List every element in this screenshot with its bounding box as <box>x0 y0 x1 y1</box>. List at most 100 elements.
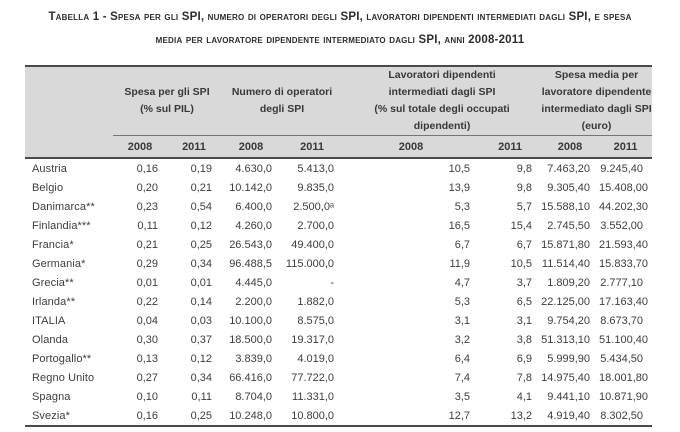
value-cell: 2.500,0ᵃ <box>281 197 344 216</box>
value-cell: 6.400,0 <box>221 197 282 216</box>
value-cell: 7,4 <box>343 368 480 387</box>
value-cell: 96.488,5 <box>221 254 282 273</box>
country-cell: Irlanda** <box>25 292 113 311</box>
value-cell: 6,9 <box>479 349 542 368</box>
value-cell: 18.500,0 <box>221 330 282 349</box>
value-cell: 0,29 <box>113 254 167 273</box>
country-cell: Finlandia*** <box>25 216 113 235</box>
country-cell: Belgio <box>25 178 113 197</box>
country-cell: Germania* <box>25 254 113 273</box>
value-cell: 0,12 <box>167 216 222 235</box>
country-cell: Danimarca** <box>25 197 113 216</box>
value-cell: 13,9 <box>343 178 480 197</box>
value-cell: 19.317,0 <box>281 330 344 349</box>
value-cell: 2.745,50 <box>541 216 600 235</box>
country-cell: Portogallo** <box>25 349 113 368</box>
value-cell: 0,21 <box>167 178 222 197</box>
value-cell: 4.019,0 <box>281 349 344 368</box>
corner-cell <box>25 66 113 159</box>
table-row: Spagna 0,10 0,11 8.704,0 11.331,0 3,5 4,… <box>25 387 653 406</box>
table-row: Olanda 0,30 0,37 18.500,0 19.317,0 3,2 3… <box>25 330 653 349</box>
country-cell: Olanda <box>25 330 113 349</box>
table-row: Svezia* 0,16 0,25 10.248,0 10.800,0 12,7… <box>25 406 653 426</box>
value-cell: 0,20 <box>113 178 167 197</box>
value-cell: 8.302,50 <box>599 406 653 426</box>
value-cell: 17.163,40 <box>599 292 653 311</box>
value-cell: 9,8 <box>479 178 542 197</box>
table-row: Danimarca** 0,23 0,54 6.400,0 2.500,0ᵃ 5… <box>25 197 653 216</box>
year-header: 2008 <box>113 135 167 159</box>
table-row: Francia* 0,21 0,25 26.543,0 49.400,0 6,7… <box>25 235 653 254</box>
value-cell: 3,5 <box>343 387 480 406</box>
value-cell: 12,7 <box>343 406 480 426</box>
table-row: Finlandia*** 0,11 0,12 4.260,0 2.700,0 1… <box>25 216 653 235</box>
value-cell: 5,7 <box>479 197 542 216</box>
value-cell: 10.100,0 <box>221 311 282 330</box>
value-cell: 5.999,90 <box>541 349 600 368</box>
value-cell: 77.722,0 <box>281 368 344 387</box>
table-row: Belgio 0,20 0,21 10.142,0 9.835,0 13,9 9… <box>25 178 653 197</box>
value-cell: 10,5 <box>479 254 542 273</box>
value-cell: 4.445,0 <box>221 273 282 292</box>
table-row: Regno Unito 0,27 0,34 66.416,0 77.722,0 … <box>25 368 653 387</box>
value-cell: 15,4 <box>479 216 542 235</box>
value-cell: 0,37 <box>167 330 222 349</box>
table-row: Germania* 0,29 0,34 96.488,5 115.000,0 1… <box>25 254 653 273</box>
value-cell: 14.975,40 <box>541 368 600 387</box>
table-row: ITALIA 0,04 0,03 10.100,0 8.575,0 3,1 3,… <box>25 311 653 330</box>
value-cell: 11.514,40 <box>541 254 600 273</box>
value-cell: 0,01 <box>113 273 167 292</box>
value-cell: 0,11 <box>113 216 167 235</box>
value-cell: 15.871,80 <box>541 235 600 254</box>
value-cell: - <box>281 273 344 292</box>
value-cell: 51.100,40 <box>599 330 653 349</box>
value-cell: 0,30 <box>113 330 167 349</box>
group-header-spesa-media: Spesa media per lavoratore dipendente in… <box>541 66 653 136</box>
value-cell: 2.700,0 <box>281 216 344 235</box>
value-cell: 1.809,20 <box>541 273 600 292</box>
year-header: 2011 <box>479 135 542 159</box>
value-cell: 7,8 <box>479 368 542 387</box>
value-cell: 44.202,30 <box>599 197 653 216</box>
value-cell: 15.833,70 <box>599 254 653 273</box>
value-cell: 9.441,10 <box>541 387 600 406</box>
value-cell: 13,2 <box>479 406 542 426</box>
year-header: 2011 <box>599 135 653 159</box>
value-cell: 0,34 <box>167 368 222 387</box>
value-cell: 15.588,10 <box>541 197 600 216</box>
table-body: Austria 0,16 0,19 4.630,0 5.413,0 10,5 9… <box>25 158 653 426</box>
column-group-row: Spesa per gli SPI (% sul PIL) Numero di … <box>25 66 653 159</box>
value-cell: 0,04 <box>113 311 167 330</box>
value-cell: 15.408,00 <box>599 178 653 197</box>
value-cell: 9,8 <box>479 158 542 178</box>
country-cell: Austria <box>25 158 113 178</box>
value-cell: 2.200,0 <box>221 292 282 311</box>
value-cell: 4.260,0 <box>221 216 282 235</box>
value-cell: 6,7 <box>343 235 480 254</box>
value-cell: 0,27 <box>113 368 167 387</box>
value-cell: 21.593,40 <box>599 235 653 254</box>
group-header-spesa-spi: Spesa per gli SPI (% sul PIL) <box>113 66 222 136</box>
value-cell: 18.001,80 <box>599 368 653 387</box>
value-cell: 66.416,0 <box>221 368 282 387</box>
value-cell: 0,14 <box>167 292 222 311</box>
value-cell: 7.463,20 <box>541 158 600 178</box>
value-cell: 0,11 <box>167 387 222 406</box>
value-cell: 4,1 <box>479 387 542 406</box>
value-cell: 3,2 <box>343 330 480 349</box>
value-cell: 3.839,0 <box>221 349 282 368</box>
value-cell: 6,7 <box>479 235 542 254</box>
value-cell: 10.248,0 <box>221 406 282 426</box>
table-title: Tabella 1 - Spesa per gli SPI, numero di… <box>48 11 632 46</box>
value-cell: 8.673,70 <box>599 311 653 330</box>
value-cell: 10.871,90 <box>599 387 653 406</box>
country-cell: Svezia* <box>25 406 113 426</box>
value-cell: 3,1 <box>479 311 542 330</box>
table-row: Portogallo** 0,13 0,12 3.839,0 4.019,0 6… <box>25 349 653 368</box>
year-header: 2008 <box>221 135 282 159</box>
value-cell: 51.313,10 <box>541 330 600 349</box>
value-cell: 26.543,0 <box>221 235 282 254</box>
country-cell: Regno Unito <box>25 368 113 387</box>
value-cell: 10.142,0 <box>221 178 282 197</box>
value-cell: 6,4 <box>343 349 480 368</box>
